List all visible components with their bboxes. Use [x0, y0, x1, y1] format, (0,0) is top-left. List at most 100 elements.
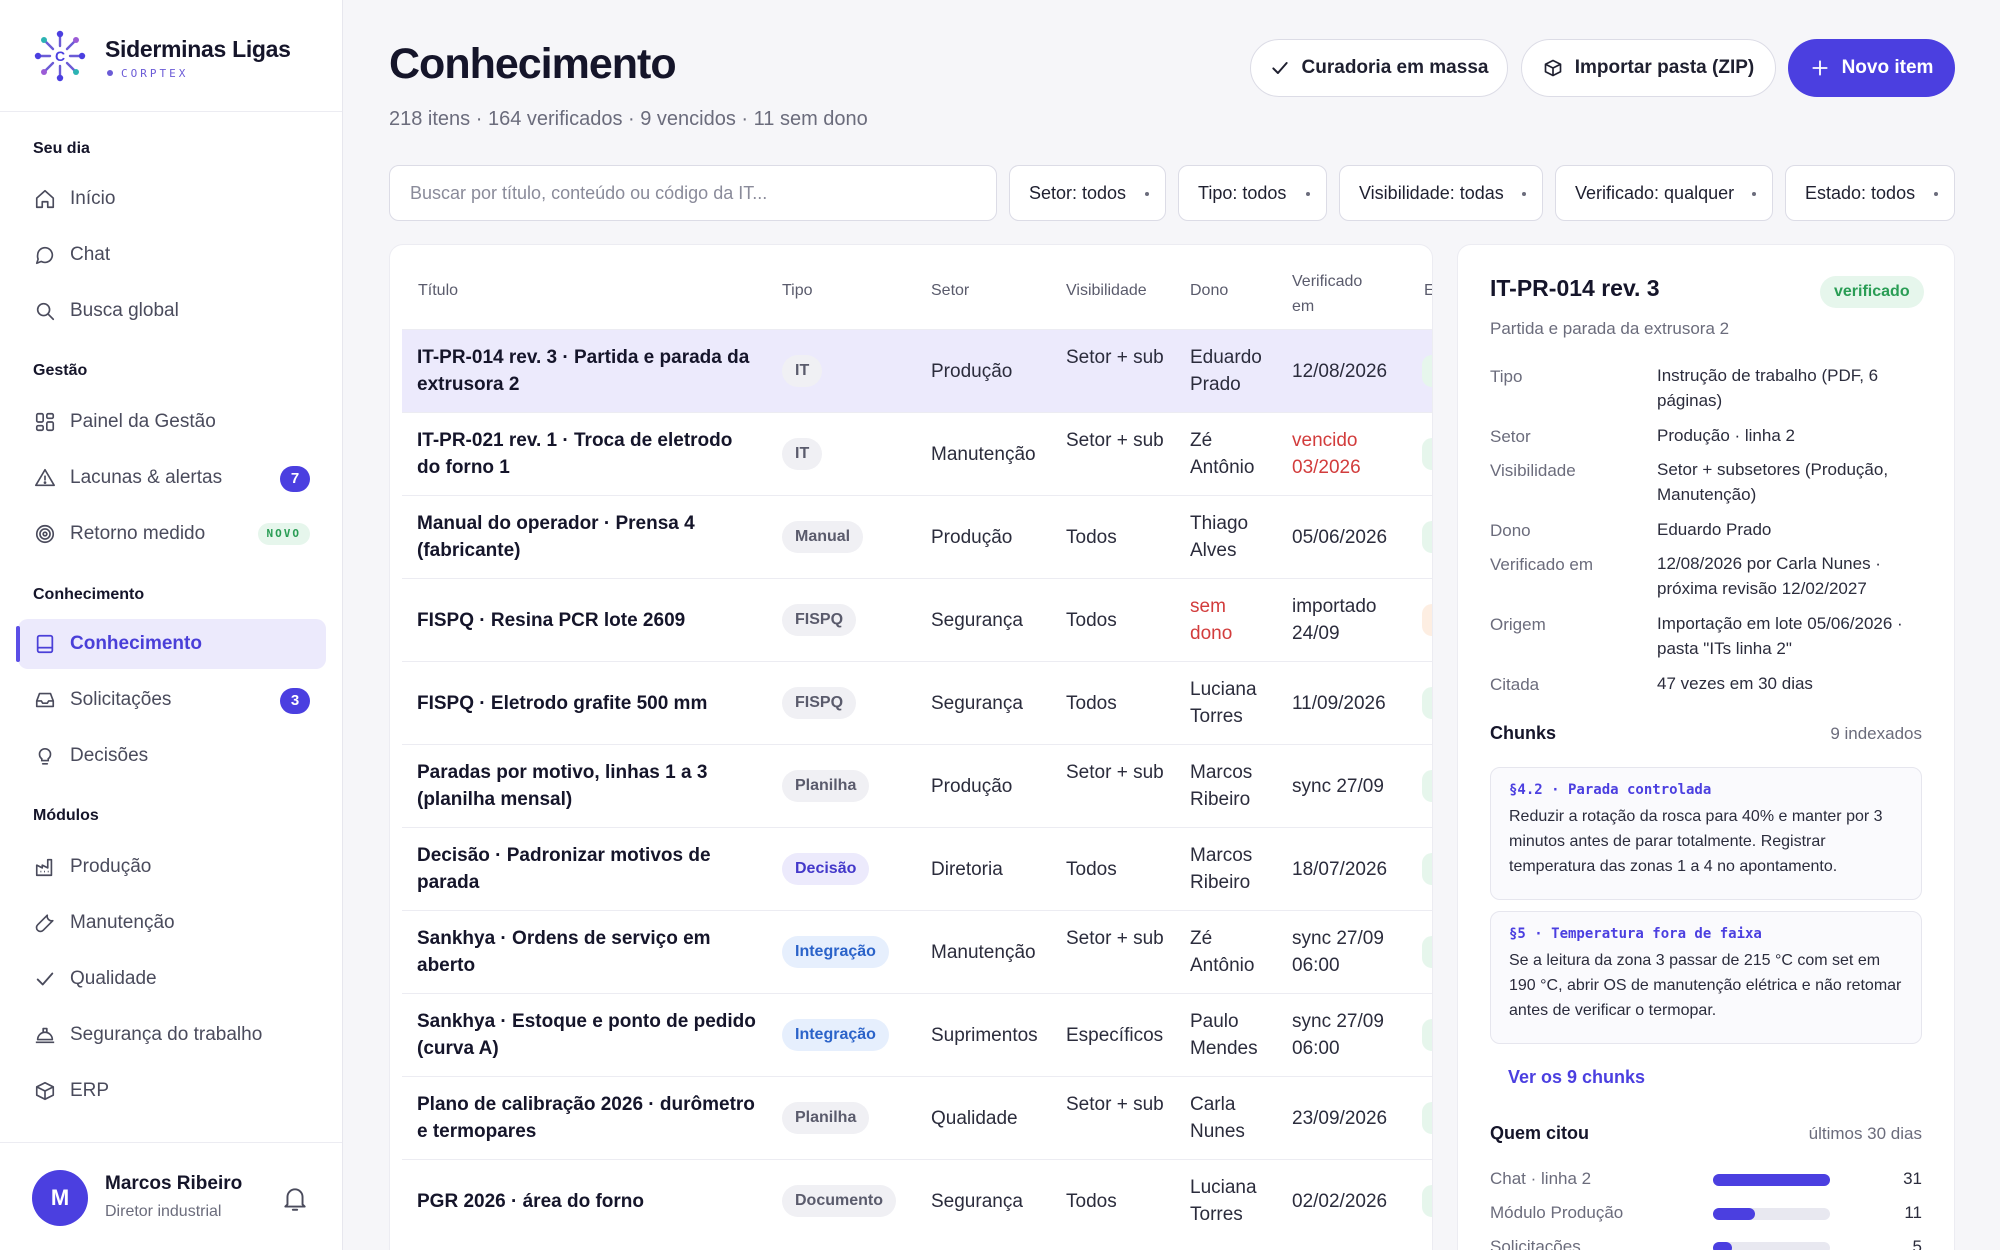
chevron-down-icon	[1934, 192, 1938, 196]
avatar[interactable]: M	[32, 1170, 88, 1226]
sidebar-item-conhecimento[interactable]: Conhecimento	[16, 619, 326, 669]
cited-bar	[1713, 1242, 1830, 1250]
sidebar-item-lacunas-alertas[interactable]: Lacunas & alertas 7	[18, 453, 326, 503]
table-row[interactable]: Decisão · Padronizar motivos de parada De…	[402, 827, 1432, 910]
cell-verified: vencido 03/2026	[1292, 430, 1361, 478]
column-header-verificado-em[interactable]: Verificado em	[1292, 273, 1363, 315]
column-header-estado[interactable]: E	[1424, 282, 1432, 300]
state-pill	[1422, 687, 1432, 719]
sidebar-item-decisoes[interactable]: Decisões	[18, 731, 326, 781]
table-row[interactable]: Sankhya · Estoque e ponto de pedido (cur…	[402, 993, 1432, 1076]
state-pill	[1422, 604, 1432, 636]
table-row[interactable]: Manual do operador · Prensa 4 (fabricant…	[402, 495, 1432, 578]
column-header-visibilidade[interactable]: Visibilidade	[1066, 282, 1147, 299]
cited-bar-fill	[1713, 1242, 1732, 1250]
column-header-dono[interactable]: Dono	[1190, 282, 1229, 299]
state-pill	[1422, 1185, 1432, 1217]
table-row[interactable]: IT-PR-014 rev. 3 · Partida e parada da e…	[402, 329, 1432, 412]
page-title: Conhecimento	[389, 40, 677, 88]
alert-triangle-icon	[35, 468, 55, 487]
cited-bar-fill	[1713, 1174, 1830, 1186]
cell-owner: Zé Antônio	[1190, 928, 1255, 976]
type-pill: IT	[782, 355, 823, 387]
chunk-heading: §5 · Temperatura fora de faixa	[1509, 926, 1762, 942]
type-pill: Planilha	[782, 770, 870, 802]
sidebar-item-retorno-medido[interactable]: Retorno medido NOVO	[18, 509, 326, 559]
chunk-card[interactable]: §5 · Temperatura fora de faixa Se a leit…	[1490, 911, 1922, 1044]
search-input[interactable]	[389, 165, 997, 221]
view-all-chunks-link[interactable]: Ver os 9 chunks	[1508, 1067, 1646, 1087]
check-icon	[36, 972, 54, 986]
cell-verified: 23/09/2026	[1292, 1108, 1388, 1129]
new-item-button[interactable]: Novo item	[1788, 39, 1955, 97]
filter-estado[interactable]: Estado: todos	[1785, 165, 1955, 221]
table-row[interactable]: IT-PR-021 rev. 1 · Troca de eletrodo do …	[402, 412, 1432, 495]
bulk-curation-button[interactable]: Curadoria em massa	[1250, 39, 1508, 97]
count-badge: 7	[280, 466, 310, 492]
state-pill	[1422, 936, 1432, 968]
sidebar-item-erp[interactable]: ERP	[18, 1066, 326, 1116]
cell-owner: Thiago Alves	[1190, 513, 1249, 561]
column-header-setor[interactable]: Setor	[931, 282, 970, 299]
table-row[interactable]: PGR 2026 · área do forno Documento Seguran…	[402, 1159, 1432, 1242]
nav-section-gestao: Gestão	[33, 362, 88, 379]
filter-visibilidade[interactable]: Visibilidade: todas	[1339, 165, 1543, 221]
sidebar-item-manutencao[interactable]: Manutenção	[18, 898, 326, 948]
cell-visibility: Setor + sub	[1066, 928, 1164, 949]
cell-verified: 05/06/2026	[1292, 527, 1388, 548]
sidebar-item-label: Busca global	[70, 300, 179, 321]
cell-verified: importado 24/09	[1292, 596, 1377, 644]
sidebar-item-label: Segurança do trabalho	[70, 1024, 263, 1045]
chunk-text: Reduzir a rotação da rosca para 40% e ma…	[1509, 808, 1883, 875]
sidebar-item-label: Início	[70, 188, 116, 209]
detail-title: IT-PR-014 rev. 3	[1490, 275, 1660, 301]
sidebar-item-qualidade[interactable]: Qualidade	[18, 954, 326, 1004]
lightbulb-icon	[38, 748, 52, 765]
field-label: Tipo	[1490, 367, 1523, 386]
table-row[interactable]: Plano de calibração 2026 · durômetro e t…	[402, 1076, 1432, 1159]
type-pill: Decisão	[782, 853, 870, 885]
filter-verificado[interactable]: Verificado: qualquer	[1555, 165, 1773, 221]
type-pill: Integração	[782, 1019, 889, 1051]
field-value: Setor + subsetores (Produção, Manutenção…	[1657, 460, 1889, 504]
table-row[interactable]: Sankhya · Ordens de serviço em aberto Int…	[402, 910, 1432, 993]
chevron-down-icon	[1145, 192, 1149, 196]
sidebar-item-solicitacoes[interactable]: Solicitações 3	[18, 675, 326, 725]
state-pill	[1422, 438, 1432, 470]
field-value: Produção · linha 2	[1657, 426, 1795, 445]
cell-owner: Eduardo Prado	[1190, 347, 1262, 395]
filter-tipo[interactable]: Tipo: todos	[1178, 165, 1327, 221]
sidebar-item-busca-global[interactable]: Busca global	[18, 286, 326, 336]
page-summary: 218 itens · 164 verificados · 9 vencidos…	[389, 108, 868, 130]
bell-icon[interactable]	[282, 1185, 308, 1213]
sidebar-item-producao[interactable]: Produção	[18, 842, 326, 892]
sidebar-item-label: ERP	[70, 1080, 110, 1101]
import-zip-button[interactable]: Importar pasta (ZIP)	[1521, 39, 1776, 97]
chunk-text: Se a leitura da zona 3 passar de 215 °C …	[1509, 952, 1902, 1019]
type-pill: IT	[782, 438, 823, 470]
table-row[interactable]: FISPQ · Eletrodo grafite 500 mm FISPQ Segu…	[402, 661, 1432, 744]
column-header-tipo[interactable]: Tipo	[782, 282, 813, 299]
state-pill	[1422, 1019, 1432, 1051]
sidebar: C Siderminas Ligas CORPTEX Seu dia Iníci…	[0, 0, 343, 1250]
sidebar-item-inicio[interactable]: Início	[18, 174, 326, 224]
field-label: Dono	[1490, 521, 1531, 540]
field-label: Origem	[1490, 615, 1546, 634]
state-pill	[1422, 853, 1432, 885]
field-label: Setor	[1490, 427, 1531, 446]
table-row[interactable]: FISPQ · Resina PCR lote 2609 FISPQ Seguran…	[402, 578, 1432, 661]
cell-owner: Marcos Ribeiro	[1190, 845, 1253, 893]
brand-logo-icon: C	[34, 30, 86, 82]
cited-bar	[1713, 1174, 1830, 1186]
sidebar-item-painel-gestao[interactable]: Painel da Gestão	[18, 397, 326, 447]
chunk-card[interactable]: §4.2 · Parada controlada Reduzir a rotaç…	[1490, 767, 1922, 900]
plus-icon	[1811, 60, 1828, 76]
table-row[interactable]: Paradas por motivo, linhas 1 a 3 (planil…	[402, 744, 1432, 827]
cited-bar	[1713, 1208, 1830, 1220]
sidebar-item-seguranca-trabalho[interactable]: Segurança do trabalho	[18, 1010, 326, 1060]
svg-text:C: C	[55, 48, 65, 64]
column-header-titulo[interactable]: Título	[418, 282, 459, 299]
sidebar-item-chat[interactable]: Chat	[18, 230, 326, 280]
filter-setor[interactable]: Setor: todos	[1009, 165, 1166, 221]
state-pill	[1422, 1102, 1432, 1134]
